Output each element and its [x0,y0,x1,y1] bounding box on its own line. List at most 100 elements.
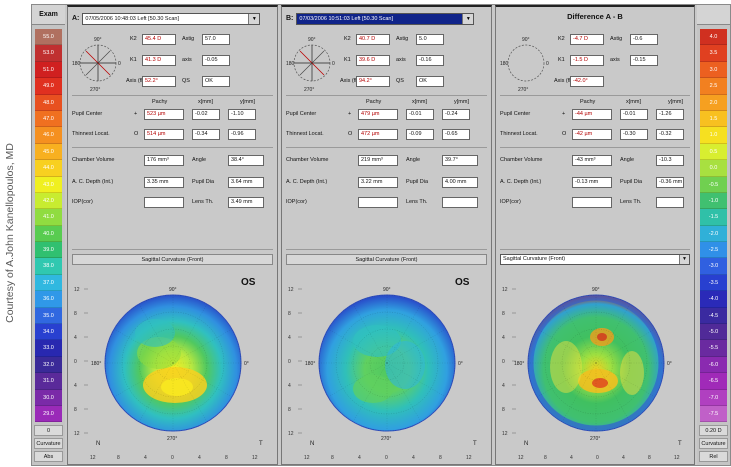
svg-text:270°: 270° [304,87,314,93]
k2-field[interactable]: 45.4 D [142,34,176,45]
svg-text:270°: 270° [167,436,177,442]
svg-text:90°: 90° [522,37,530,43]
axis-field[interactable]: 5.0 [416,34,444,45]
exam-dropdown[interactable]: 07/03/2006 10:51:03 Left [50.30 Scan] ▼ [296,12,475,25]
scale-mode[interactable]: Abs [34,451,63,462]
thinnest-location-pachy-field[interactable]: 472 µm [358,129,398,140]
exam-dropdown[interactable]: 07/05/2006 10:48:03 Left [50.30 Scan] ▼ [82,12,261,25]
separator [500,249,690,250]
topography-map[interactable]: 12 8 4 0 4 8 12 12 8 4 0 4 8 12 90° 270° 180° 0° N T [284,267,489,463]
separator [286,249,487,250]
scale-mode[interactable]: Rel [699,451,728,462]
lens-th-field[interactable] [656,197,684,208]
acd-field[interactable]: 3.35 mm [144,177,184,188]
chamber-volume-field[interactable]: 176 mm³ [144,155,184,166]
axis-compass-icon: 90° 270° 0 180 [286,37,335,93]
axis-field[interactable]: -0.6 [630,34,658,45]
qs-label: QS [182,78,190,84]
scale-swatch: -1.0 [700,192,727,210]
pupil-center-y-field[interactable]: -0.24 [442,109,470,120]
chevron-down-icon[interactable]: ▼ [462,13,474,24]
topography-map[interactable]: 12 8 4 0 4 8 12 12 8 4 0 4 8 12 90° 270° 180° 0° N T [498,267,694,463]
pupil-center-y-field[interactable]: -1.10 [228,109,256,120]
thinnest-location-y-field[interactable]: -0.32 [656,129,684,140]
eye-label: OS [455,277,470,288]
svg-text:12: 12 [288,287,294,293]
scale-type[interactable]: Curvature [34,438,63,449]
iop-field[interactable] [144,197,184,208]
pupil-dia-field[interactable]: -0.36 mm [656,177,684,188]
scale-step[interactable]: 0.20 D [699,425,728,436]
astig-field[interactable]: -0.16 [416,55,444,66]
k1-field[interactable]: -1.5 D [570,55,604,66]
scale-swatch: 2.0 [700,94,727,111]
acd-field[interactable]: -0.13 mm [572,177,612,188]
color-scale-left: Exam 55.0 53.0 51.0 49.0 48.0 47.0 46.0 45.0 44.… [32,5,65,465]
exam-selector-row: A: 07/05/2006 10:48:03 Left [50.30 Scan]… [72,12,261,25]
pupil-center-pachy-field[interactable]: 479 µm [358,109,398,120]
k2-field[interactable]: -4.7 D [570,34,604,45]
angle-label: Angle [192,157,207,163]
qs-field[interactable]: OK [202,76,230,87]
k2-field[interactable]: 40.7 D [356,34,390,45]
svg-text:90°: 90° [592,287,600,293]
acd-label: A. C. Depth (Int.) [72,179,114,185]
scale-swatch: 0.5 [700,143,727,161]
lens-th-field[interactable]: 3.49 mm [228,197,264,208]
thinnest-location-label: Thinnest Locat. [72,131,110,137]
rm-field[interactable]: 94.2° [356,76,390,87]
thinnest-location-y-field[interactable]: -0.96 [228,129,256,140]
scale-header[interactable]: Exam [32,5,65,25]
k1-field[interactable]: 39.6 D [356,55,390,66]
pupil-center-x-field[interactable]: -0.01 [620,109,648,120]
pupil-center-x-field[interactable]: -0.01 [406,109,434,120]
svg-text:0: 0 [596,455,599,461]
scale-swatches: 55.0 53.0 51.0 49.0 48.0 47.0 46.0 45.0 44.0 43.0… [35,29,62,423]
thinnest-location-x-field[interactable]: -0.30 [620,129,648,140]
scale-type[interactable]: Curvature [699,438,728,449]
pupil-center-pachy-field[interactable]: 523 µm [144,109,184,120]
chevron-down-icon[interactable]: ▼ [248,13,260,24]
pupil-center-x-field[interactable]: -0.02 [192,109,220,120]
angle-field[interactable]: 38.4° [228,155,264,166]
topography-map[interactable]: 12 8 4 0 4 8 12 12 8 4 0 4 8 12 90° 270° 180° 0° N T [70,267,275,463]
svg-text:0°: 0° [667,361,672,367]
lens-th-field[interactable] [442,197,478,208]
qs-field[interactable]: OK [416,76,444,87]
pupil-dia-field[interactable]: 3.64 mm [228,177,264,188]
scale-swatch: -7.5 [700,405,727,423]
iop-field[interactable] [358,197,398,208]
chevron-down-icon[interactable]: ▼ [679,255,689,264]
thinnest-location-pachy-field[interactable]: 514 µm [144,129,184,140]
pupil-dia-field[interactable]: 4.00 mm [442,177,478,188]
thinnest-location-x-field[interactable]: -0.09 [406,129,434,140]
scale-swatch: 35.0 [35,307,62,325]
rm-field[interactable]: -42.0° [570,76,604,87]
angle-field[interactable]: 39.7° [442,155,478,166]
thinnest-location-x-field[interactable]: -0.34 [192,129,220,140]
x-header: x[mm] [412,99,427,105]
scale-swatch: 2.5 [700,78,727,95]
rm-label: Axis (flat) [126,78,149,84]
chamber-volume-field[interactable]: -43 mm³ [572,155,612,166]
acd-field[interactable]: 3.22 mm [358,177,398,188]
rm-field[interactable]: 52.2° [142,76,176,87]
qs-label: QS [396,78,404,84]
thinnest-location-pachy-field[interactable]: -42 µm [572,129,612,140]
k1-field[interactable]: 41.3 D [142,55,176,66]
axis-field[interactable]: 57.0 [202,34,230,45]
map-type-dropdown[interactable]: Sagittal Curvature (Front) ▼ [500,254,690,265]
scale-swatch: 4.0 [700,29,727,46]
astig-field[interactable]: -0.05 [202,55,230,66]
angle-field[interactable]: -10.3 [656,155,684,166]
iop-field[interactable] [572,197,612,208]
scale-step[interactable]: 0 [34,425,63,436]
thinnest-location-y-field[interactable]: -0.65 [442,129,470,140]
chamber-volume-field[interactable]: 219 mm³ [358,155,398,166]
pupil-center-y-field[interactable]: -1.26 [656,109,684,120]
thinnest-location-label: Thinnest Locat. [286,131,324,137]
pupil-center-pachy-field[interactable]: -44 µm [572,109,612,120]
separator [286,95,487,96]
astig-field[interactable]: -0.15 [630,55,658,66]
svg-text:4: 4 [412,455,415,461]
